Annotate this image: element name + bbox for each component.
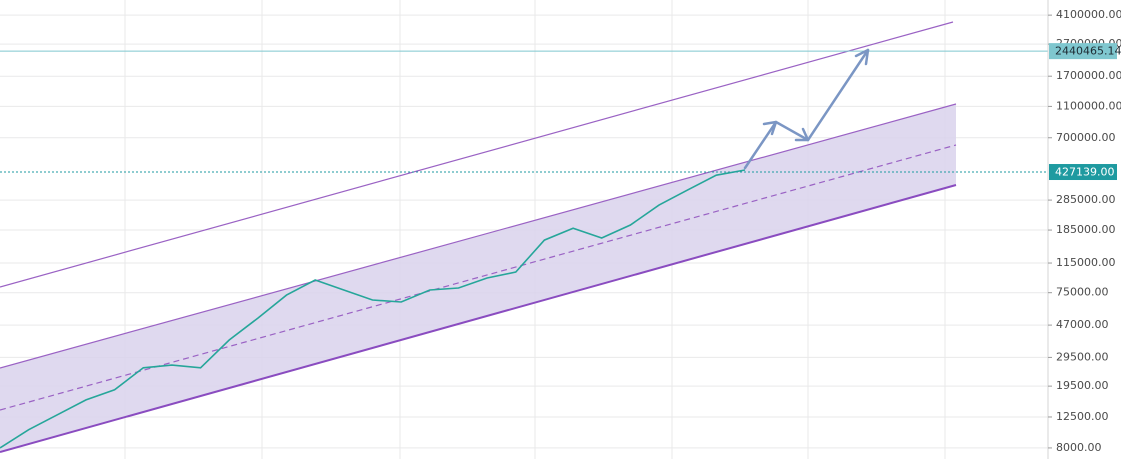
arrow-head xyxy=(794,127,810,142)
forecast-arrows xyxy=(743,48,870,170)
y-tick-label: 47000.00 xyxy=(1056,318,1109,331)
y-tick-label: 19500.00 xyxy=(1056,379,1109,392)
y-tick-label: 185000.00 xyxy=(1056,223,1116,236)
price-label: 427139.00 xyxy=(1055,166,1115,179)
forecast-path xyxy=(743,48,870,170)
price-label-box xyxy=(1049,43,1117,60)
y-tick-label: 4100000.00 xyxy=(1056,8,1121,21)
y-tick-label: 8000.00 xyxy=(1056,441,1102,454)
y-tick-label: 1100000.00 xyxy=(1056,99,1121,112)
y-tick-label: 285000.00 xyxy=(1056,193,1116,206)
y-tick-label: 700000.00 xyxy=(1056,131,1116,144)
y-tick-label: 12500.00 xyxy=(1056,410,1109,423)
upper-projection xyxy=(0,21,954,288)
channel-top xyxy=(0,103,957,369)
price-line xyxy=(0,169,746,449)
arrow-head xyxy=(762,120,778,136)
arrow-head xyxy=(854,48,870,66)
channel-bottom xyxy=(0,184,957,453)
y-tick-label: 29500.00 xyxy=(1056,350,1109,363)
y-tick-label: 75000.00 xyxy=(1056,286,1109,299)
price-label-box xyxy=(1049,164,1117,181)
price-axis xyxy=(1048,0,1121,459)
price-label: 2440465.14 xyxy=(1055,45,1121,58)
y-tick-label: 115000.00 xyxy=(1056,256,1116,269)
y-tick-label: 1700000.00 xyxy=(1056,69,1121,82)
